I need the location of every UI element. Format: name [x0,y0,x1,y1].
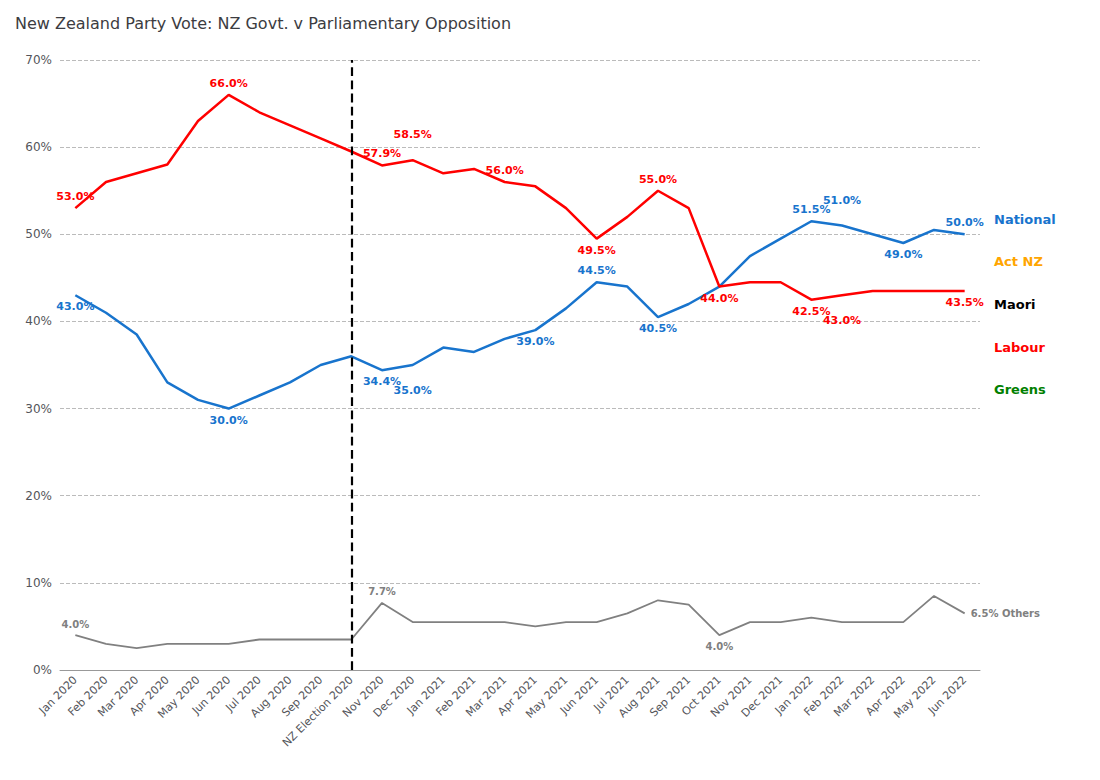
svg-text:May 2022: May 2022 [891,673,939,721]
svg-text:53.0%: 53.0% [56,190,94,203]
svg-text:30.0%: 30.0% [210,414,248,427]
svg-text:49.5%: 49.5% [578,244,616,257]
svg-text:42.5%: 42.5% [792,304,831,318]
svg-text:Act NZ: Act NZ [994,254,1043,269]
svg-text:Apr 2022: Apr 2022 [863,673,908,719]
svg-text:0%: 0% [33,663,52,677]
svg-text:70%: 70% [25,53,52,67]
svg-text:Feb 2021: Feb 2021 [433,673,479,719]
svg-text:Sep 2020: Sep 2020 [279,673,326,720]
svg-text:57.9%: 57.9% [363,147,401,160]
svg-text:Jan 2022: Jan 2022 [772,673,816,717]
svg-text:National: National [994,212,1056,227]
svg-text:40.5%: 40.5% [639,322,677,335]
svg-text:43.5%: 43.5% [946,296,984,309]
svg-text:Sep 2021: Sep 2021 [647,673,694,720]
svg-text:10%: 10% [25,576,52,590]
svg-text:Apr 2021: Apr 2021 [495,673,540,719]
svg-text:66.0%: 66.0% [210,77,248,90]
svg-text:44.0%: 44.0% [700,292,738,305]
svg-text:4.0%: 4.0% [61,619,89,630]
svg-text:May 2021: May 2021 [523,673,571,721]
svg-text:51.0%: 51.0% [823,194,861,207]
svg-text:Apr 2020: Apr 2020 [127,673,172,719]
svg-text:NZ Election 2020: NZ Election 2020 [279,673,356,750]
svg-text:Nov 2020: Nov 2020 [340,673,387,720]
svg-text:Jan 2021: Jan 2021 [404,673,448,717]
svg-text:Aug 2021: Aug 2021 [616,673,663,720]
svg-text:Labour: Labour [994,340,1046,355]
svg-text:35.0%: 35.0% [394,384,432,397]
svg-text:Jul 2020: Jul 2020 [223,673,264,715]
svg-text:40%: 40% [25,314,52,328]
svg-text:Jun 2022: Jun 2022 [925,673,969,717]
svg-text:Maori: Maori [994,297,1036,312]
svg-text:Nov 2021: Nov 2021 [708,673,755,720]
svg-text:Greens: Greens [994,382,1046,397]
svg-text:Aug 2020: Aug 2020 [248,673,295,720]
svg-text:Mar 2020: Mar 2020 [95,673,142,720]
svg-text:Jun 2020: Jun 2020 [189,673,233,717]
svg-text:43.0%: 43.0% [56,300,94,313]
svg-text:56.0%: 56.0% [486,164,524,177]
svg-text:30%: 30% [25,402,52,416]
svg-text:49.0%: 49.0% [884,248,922,261]
svg-text:4.0%: 4.0% [705,641,733,652]
svg-text:Oct 2021: Oct 2021 [679,673,724,719]
svg-text:60%: 60% [25,140,52,154]
svg-text:Jul 2021: Jul 2021 [591,673,632,715]
svg-text:Feb 2022: Feb 2022 [801,673,847,719]
svg-text:7.7%: 7.7% [368,586,396,597]
svg-text:55.0%: 55.0% [639,173,677,186]
svg-text:20%: 20% [25,489,52,503]
svg-text:51.5%: 51.5% [792,203,831,217]
svg-text:39.0%: 39.0% [516,335,554,348]
svg-text:6.5% Others: 6.5% Others [971,608,1040,619]
svg-text:58.5%: 58.5% [394,128,432,141]
svg-text:Dec 2021: Dec 2021 [738,673,786,720]
svg-text:Jun 2021: Jun 2021 [557,673,601,717]
svg-text:New Zealand Party Vote: NZ Gov: New Zealand Party Vote: NZ Govt. v Parli… [15,14,511,33]
svg-text:50.0%: 50.0% [946,216,984,229]
svg-text:Mar 2022: Mar 2022 [831,673,878,720]
svg-text:43.0%: 43.0% [823,314,861,327]
svg-text:50%: 50% [25,227,52,241]
svg-text:Mar 2021: Mar 2021 [463,673,510,720]
svg-text:44.5%: 44.5% [578,264,616,277]
svg-text:Dec 2020: Dec 2020 [370,673,418,720]
svg-text:May 2020: May 2020 [155,673,203,721]
svg-text:Jan 2020: Jan 2020 [36,673,80,717]
svg-text:Feb 2020: Feb 2020 [65,673,111,719]
svg-text:34.4%: 34.4% [362,375,402,389]
